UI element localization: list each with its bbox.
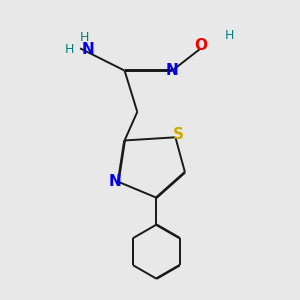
Text: N: N	[166, 63, 178, 78]
Text: H: H	[225, 29, 234, 42]
Text: H: H	[64, 44, 74, 56]
Text: N: N	[109, 174, 122, 189]
Text: N: N	[82, 42, 94, 57]
Text: O: O	[194, 38, 207, 53]
Text: H: H	[80, 31, 90, 44]
Text: S: S	[173, 127, 184, 142]
